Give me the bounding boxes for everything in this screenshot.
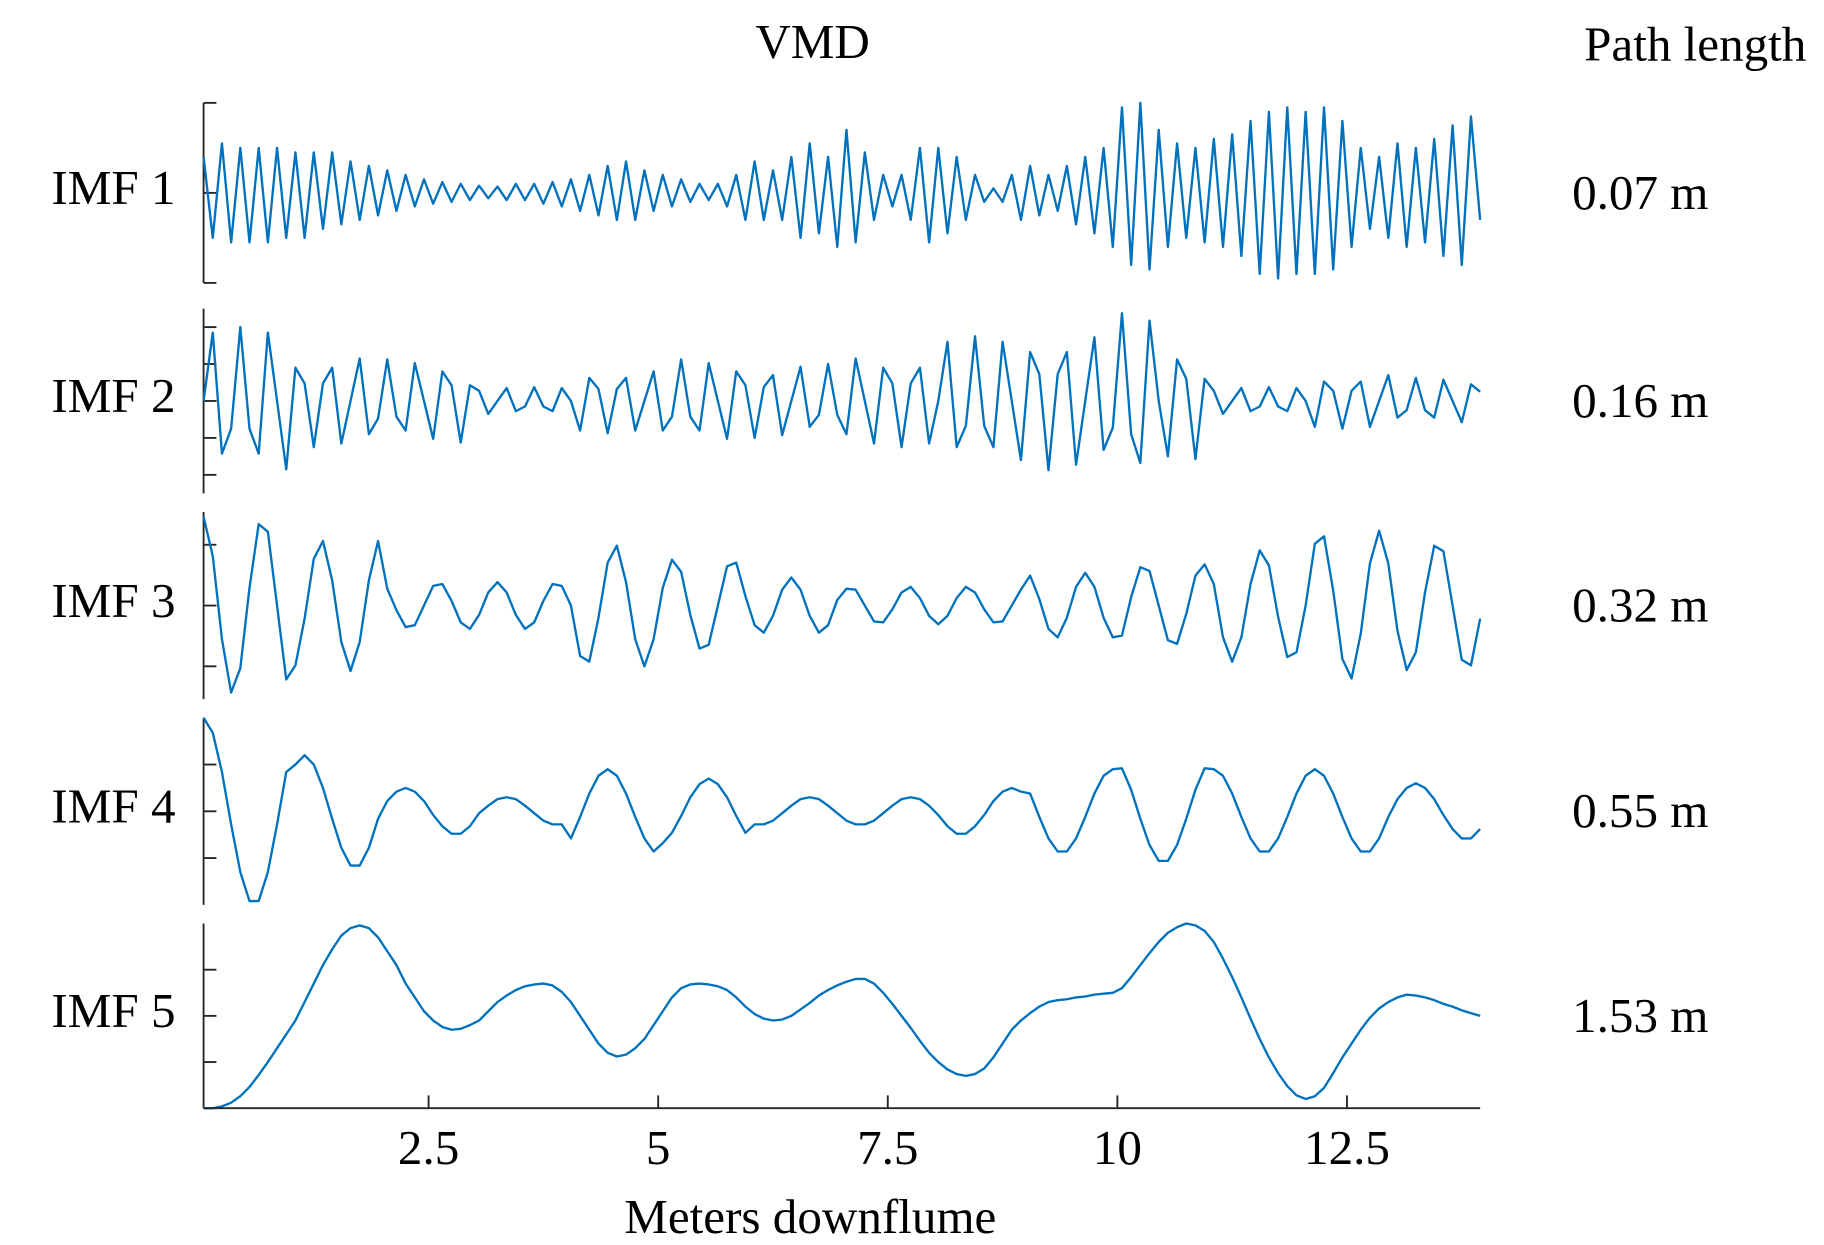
data-line: [202, 312, 1481, 472]
data-line: [202, 717, 1481, 903]
x-tick-label: 5: [646, 1120, 671, 1175]
data-line: [202, 101, 1482, 280]
series-label: IMF 1: [51, 160, 175, 215]
path-length-label: 0.55 m: [1572, 783, 1708, 838]
x-tick-label: 7.5: [857, 1120, 918, 1175]
path-length-label: 1.53 m: [1572, 988, 1708, 1043]
series-label: IMF 2: [51, 368, 175, 423]
path-length-label: 0.16 m: [1572, 373, 1708, 428]
path-length-label: 0.32 m: [1572, 577, 1708, 632]
series-label: IMF 4: [51, 779, 175, 834]
chart-title: VMD: [755, 14, 870, 69]
series-label: IMF 3: [51, 573, 175, 628]
side-title: Path length: [1584, 16, 1806, 71]
data-line: [202, 516, 1482, 694]
path-length-label: 0.07 m: [1572, 165, 1708, 220]
series-label: IMF 5: [51, 983, 175, 1038]
x-axis-label: Meters downflume: [624, 1189, 996, 1244]
x-tick-label: 10: [1093, 1120, 1142, 1175]
x-tick-label: 2.5: [398, 1120, 459, 1175]
x-tick-label: 12.5: [1304, 1120, 1390, 1175]
data-line: [203, 922, 1481, 1110]
